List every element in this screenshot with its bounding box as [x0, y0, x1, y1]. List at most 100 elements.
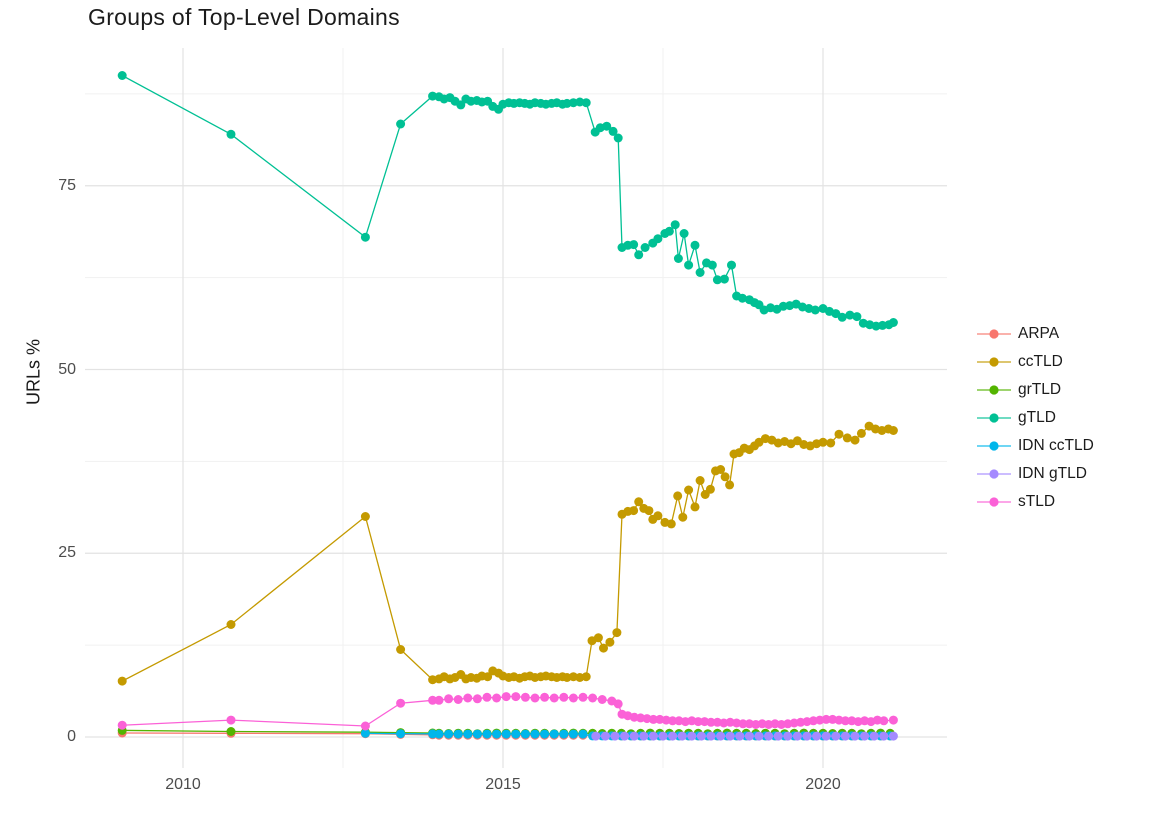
legend-key-icon — [977, 385, 1011, 395]
data-point — [360, 512, 370, 521]
data-point — [472, 729, 482, 739]
legend-label: ccTLD — [1018, 353, 1063, 370]
data-point — [773, 731, 783, 741]
legend-label: IDN gTLD — [1018, 465, 1087, 482]
y-tick-label: 0 — [67, 728, 76, 745]
data-point — [687, 731, 697, 741]
data-point — [840, 731, 850, 741]
data-point — [677, 731, 687, 741]
legend-item-grtld: grTLD — [976, 376, 1094, 404]
data-point — [879, 716, 889, 726]
data-point — [549, 693, 559, 703]
data-point — [673, 254, 683, 263]
legend-key-icon — [977, 413, 1011, 423]
data-point — [511, 729, 521, 739]
data-point — [705, 484, 715, 494]
data-point — [530, 729, 540, 739]
data-point — [725, 731, 735, 741]
data-point — [530, 693, 540, 703]
data-point — [578, 692, 588, 702]
data-point — [463, 693, 473, 703]
data-point — [360, 232, 370, 242]
data-point — [396, 698, 406, 708]
data-point — [602, 121, 612, 131]
data-point — [850, 731, 860, 741]
legend-item-gtld: gTLD — [976, 404, 1094, 432]
data-point — [559, 729, 569, 739]
legend-key-icon — [977, 497, 1011, 507]
data-point — [668, 716, 678, 726]
legend-item-arpa: ARPA — [976, 320, 1094, 348]
data-point — [850, 435, 860, 445]
data-point — [634, 250, 644, 260]
data-point — [434, 695, 444, 705]
legend-key-icon — [977, 357, 1011, 367]
data-point — [764, 731, 774, 741]
data-point — [620, 731, 630, 741]
data-point — [591, 731, 601, 741]
data-point — [706, 717, 716, 727]
data-point — [568, 693, 578, 703]
data-point — [834, 429, 844, 439]
data-point — [549, 729, 559, 739]
legend-item-idn-cctld: IDN ccTLD — [976, 432, 1094, 460]
series-gtld — [117, 71, 898, 331]
data-point — [712, 275, 722, 285]
data-point — [690, 502, 700, 512]
data-point — [501, 692, 511, 702]
data-point — [608, 126, 618, 136]
data-point — [695, 268, 705, 277]
data-point — [653, 234, 663, 244]
data-point — [396, 645, 406, 654]
y-tick-label: 25 — [58, 544, 76, 562]
data-point — [511, 692, 521, 702]
data-point — [482, 729, 492, 739]
legend-item-cctld: ccTLD — [976, 348, 1094, 376]
data-point — [226, 620, 236, 629]
data-point — [802, 731, 812, 741]
data-point — [792, 731, 802, 741]
data-point — [428, 695, 438, 705]
data-point — [821, 714, 831, 724]
data-point — [810, 305, 820, 315]
data-point — [613, 133, 623, 143]
data-point — [888, 318, 898, 327]
data-point — [117, 71, 127, 80]
data-point — [434, 729, 444, 739]
data-point — [725, 480, 735, 490]
data-point — [612, 628, 622, 638]
data-point — [695, 476, 705, 485]
data-point — [670, 220, 680, 230]
data-point — [860, 731, 870, 741]
data-point — [226, 715, 236, 725]
data-point — [453, 695, 463, 704]
data-point — [226, 129, 236, 139]
legend-label: grTLD — [1018, 381, 1062, 398]
x-tick-label: 2020 — [805, 776, 841, 793]
data-point — [842, 433, 852, 443]
legend-item-stld: sTLD — [976, 488, 1094, 516]
data-point — [629, 731, 639, 741]
data-point — [727, 260, 736, 270]
data-point — [482, 692, 492, 702]
data-point — [396, 729, 406, 739]
data-point — [117, 676, 127, 686]
data-point — [812, 731, 822, 741]
legend: ARPA ccTLD grTLD gTLD IDN ccTLD IDN gTLD sTLD — [976, 320, 1094, 516]
data-point — [599, 643, 608, 653]
data-point — [837, 312, 847, 322]
data-point — [888, 426, 898, 435]
legend-label: ARPA — [1018, 325, 1060, 342]
chart-title: Groups of Top-Level Domains — [88, 4, 400, 30]
data-point — [648, 731, 658, 741]
data-point — [888, 731, 898, 741]
data-point — [754, 731, 764, 741]
data-point — [428, 729, 438, 739]
data-point — [664, 226, 674, 236]
data-point — [226, 727, 236, 736]
y-tick-label: 75 — [58, 176, 76, 194]
legend-key-icon — [977, 329, 1011, 339]
data-point — [453, 729, 463, 739]
legend-item-idn-gtld: IDN gTLD — [976, 460, 1094, 488]
